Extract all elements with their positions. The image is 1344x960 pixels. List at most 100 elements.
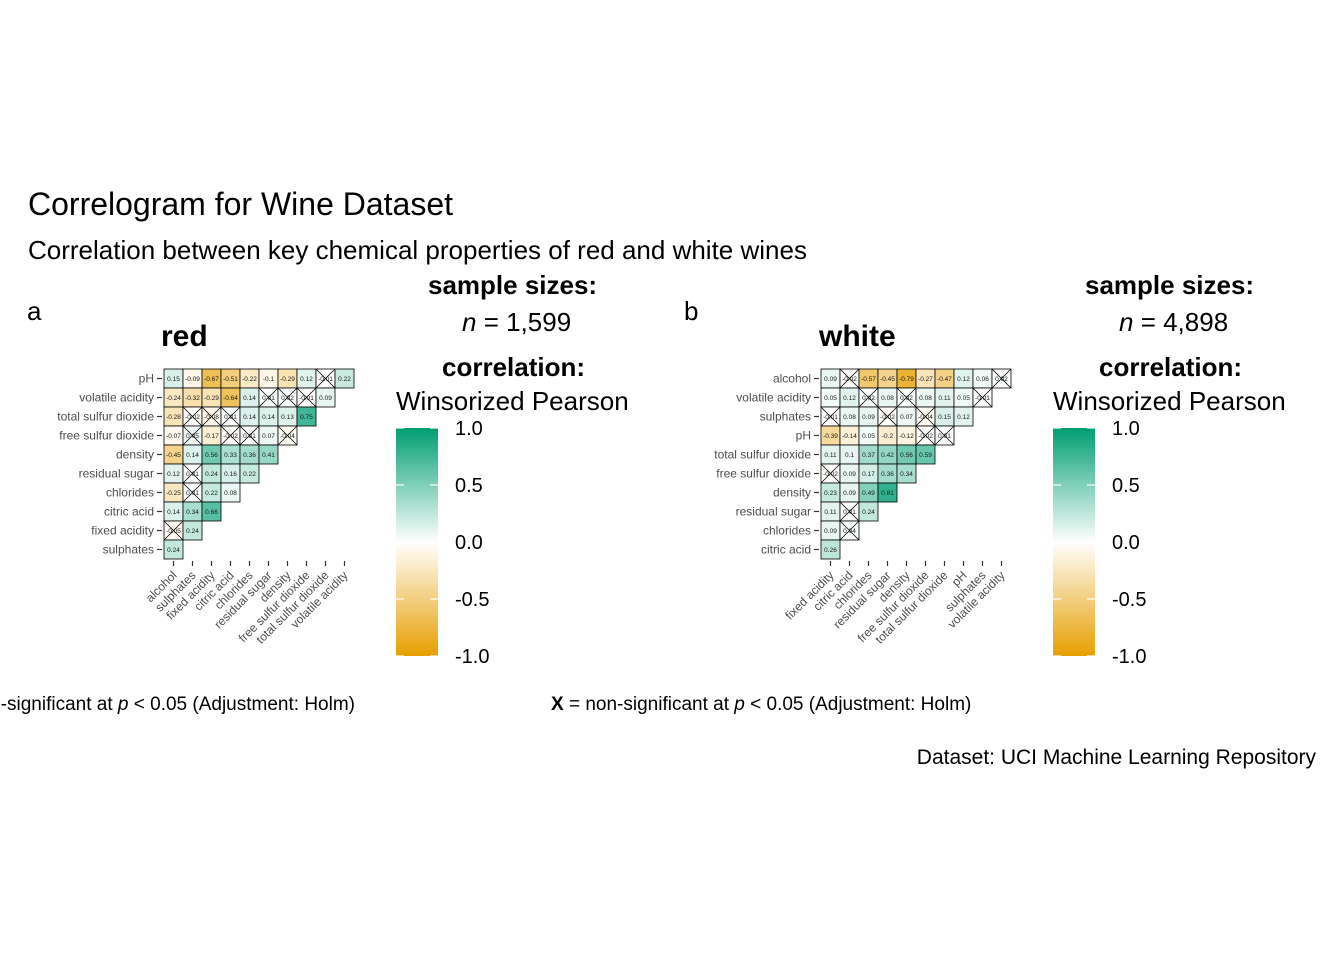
nonsignificant-cross <box>820 406 841 427</box>
legend-tick-label: 1.0 <box>1112 418 1140 440</box>
cell-value-label: 0.06 <box>976 376 989 383</box>
heatmap-cell: -0.01 <box>315 368 336 389</box>
sample-size-red: n = 1,599 <box>462 307 571 338</box>
cell-rect <box>820 539 841 560</box>
heatmap-cell: 0.02 <box>858 387 879 408</box>
cell-value-label: -0.04 <box>280 433 295 440</box>
y-tick-label: alcohol <box>773 372 811 386</box>
sample-size-header-red: sample sizes: <box>428 270 598 300</box>
correlation-method-red: Winsorized Pearson <box>396 386 629 416</box>
heatmap-cell: 0.41 <box>258 444 279 465</box>
cell-value-label: 0.81 <box>881 490 894 497</box>
y-tick-label: free sulfur dioxide <box>59 429 154 443</box>
panel-tag-b: b <box>684 296 699 326</box>
heatmap-cell: 0.05 <box>858 425 879 446</box>
heatmap-cell: -0.02 <box>820 463 841 484</box>
legend-tick-label: 0.0 <box>455 532 483 554</box>
heatmap-cell: 0.24 <box>858 501 879 522</box>
cell-value-label: 0.08 <box>224 490 237 497</box>
cell-value-label: 0.24 <box>205 471 218 478</box>
cell-rect <box>315 387 336 408</box>
cell-value-label: -0.29 <box>280 376 295 383</box>
cell-value-label: 0.12 <box>300 376 313 383</box>
heatmap-cell: 0.12 <box>953 406 974 427</box>
cell-rect <box>258 444 279 465</box>
heatmap-cell: 0.81 <box>877 482 898 503</box>
cell-value-label: 0.14 <box>243 395 256 402</box>
cell-value-label: 0.01 <box>843 509 856 516</box>
significance-caption-white: X = non-significant at p < 0.05 (Adjustm… <box>551 694 971 716</box>
panel-tag-a: a <box>27 296 42 326</box>
cell-value-label: 0.09 <box>319 395 332 402</box>
cell-value-label: 0.02 <box>862 395 875 402</box>
nonsignificant-cross <box>182 482 203 503</box>
heatmap-cell: -0.04 <box>915 406 936 427</box>
cell-value-label: 0.34 <box>900 471 913 478</box>
cell-value-label: -0.02 <box>842 376 857 383</box>
heatmap-cell: -0.2 <box>877 425 898 446</box>
cell-value-label: 0.26 <box>824 547 837 554</box>
heatmap-cell: 0.05 <box>820 387 841 408</box>
heatmap-cell: -0.05 <box>163 520 184 541</box>
heatmap-cell: -0.04 <box>277 425 298 446</box>
cell-value-label: -0.02 <box>823 471 838 478</box>
cell-value-label: -0.29 <box>204 395 219 402</box>
nonsignificant-cross <box>201 406 222 427</box>
cell-value-label: 0.09 <box>824 528 837 535</box>
cell-rect <box>239 463 260 484</box>
y-tick-label: residual sugar <box>79 467 154 481</box>
cell-value-label: -0.1 <box>263 376 275 383</box>
cell-value-label: 0.36 <box>243 452 256 459</box>
legend-tick-label: -0.5 <box>455 589 489 611</box>
y-tick-label: volatile acidity <box>79 391 154 405</box>
heatmap-cell: 0.01 <box>239 425 260 446</box>
heatmap-cell: 0.01 <box>839 501 860 522</box>
nonsignificant-cross <box>839 368 860 389</box>
cell-value-label: 0.56 <box>900 452 913 459</box>
sample-size-white: n = 4,898 <box>1119 307 1228 338</box>
cell-value-label: 0.05 <box>957 395 970 402</box>
cell-value-label: 0.49 <box>862 490 875 497</box>
cell-rect <box>334 368 355 389</box>
legend-tick-label: 1.0 <box>455 418 483 440</box>
heatmap-cell: -0.14 <box>839 425 860 446</box>
heatmap-cell: -0.12 <box>896 425 917 446</box>
cell-value-label: -0.57 <box>861 376 876 383</box>
cell-value-label: -0.09 <box>185 376 200 383</box>
nonsignificant-cross <box>220 425 241 446</box>
heatmap-cell: 0.1 <box>839 444 860 465</box>
nonsignificant-cross <box>277 387 298 408</box>
cell-value-label: 0.16 <box>224 471 237 478</box>
heatmap-cell: 0.08 <box>877 387 898 408</box>
nonsignificant-cross <box>220 406 241 427</box>
nonsignificant-cross <box>296 387 317 408</box>
cell-value-label: 0.01 <box>186 471 199 478</box>
cell-value-label: 0.05 <box>186 433 199 440</box>
cell-value-label: -0.28 <box>166 414 181 421</box>
legend-tick-label: -0.5 <box>1112 589 1146 611</box>
n-value: = 1,599 <box>476 307 572 337</box>
heatmap-cell: -0.01 <box>820 406 841 427</box>
nonsignificant-cross <box>239 425 260 446</box>
panel-title-white: white <box>819 320 896 353</box>
y-tick-label: pH <box>796 429 811 443</box>
cell-value-label: 0.02 <box>900 395 913 402</box>
heatmap-cell: 0.22 <box>239 463 260 484</box>
cell-value-label: -0.14 <box>842 433 857 440</box>
cell-value-label: 0.02 <box>281 395 294 402</box>
y-tick-label: chlorides <box>106 486 154 500</box>
y-tick-label: free sulfur dioxide <box>716 467 811 481</box>
heatmap-cell: 0.04 <box>839 520 860 541</box>
x-symbol: X <box>551 694 564 715</box>
nonsignificant-cross <box>163 520 184 541</box>
y-tick-label: total sulfur dioxide <box>57 410 154 424</box>
cell-value-label: -0.79 <box>899 376 914 383</box>
cell-value-label: 0.14 <box>262 414 275 421</box>
cell-rect <box>163 539 184 560</box>
cell-value-label: 0.59 <box>919 452 932 459</box>
legend-tick-label: 0.0 <box>1112 532 1140 554</box>
cell-value-label: 0.37 <box>862 452 875 459</box>
legend-colorbar: 1.0 0.5 0.0 -0.5 -1.0 <box>396 418 489 668</box>
chart-title: Correlogram for Wine Dataset <box>28 186 454 222</box>
